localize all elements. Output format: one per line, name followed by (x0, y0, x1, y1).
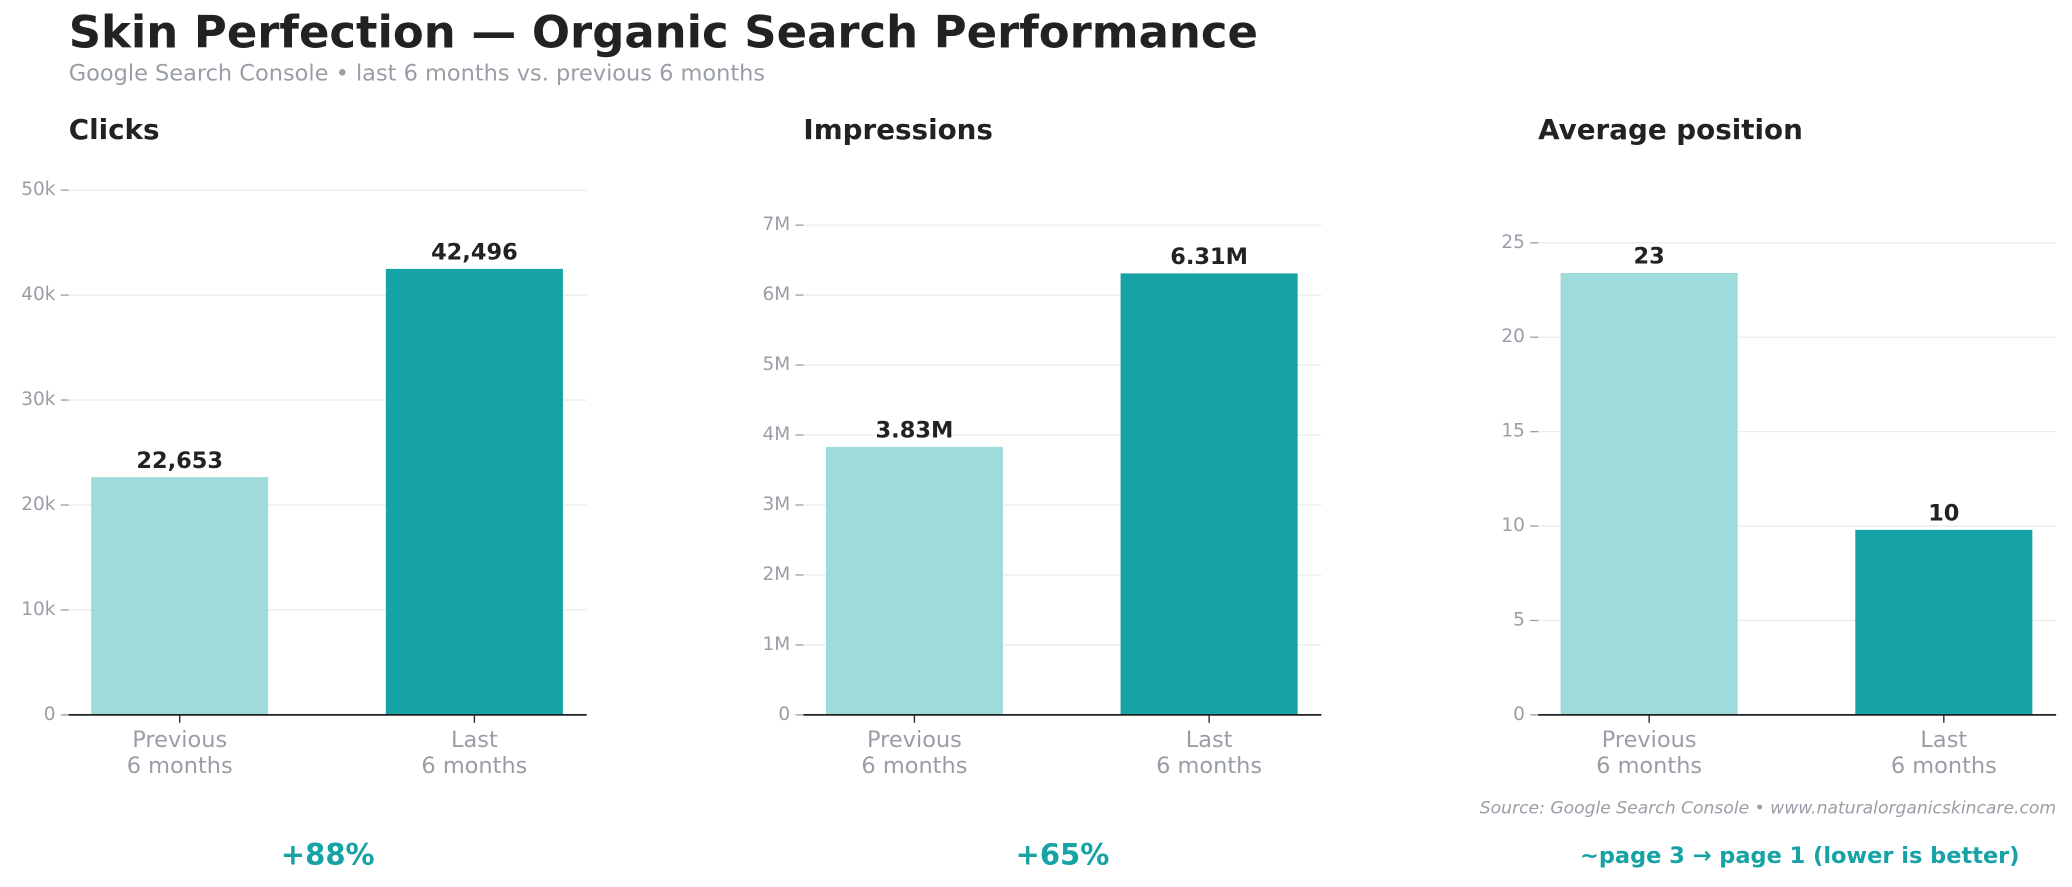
page-subtitle: Google Search Console • last 6 months vs… (69, 61, 765, 87)
y-tick-label: 3M (762, 494, 790, 515)
value-label: 10 (1928, 500, 1959, 526)
value-label: 23 (1634, 244, 1665, 270)
annotation: +65% (1015, 837, 1109, 871)
source-note: Source: Google Search Console • www.natu… (1480, 799, 2056, 819)
bar (825, 446, 1003, 715)
value-label: 42,496 (431, 240, 518, 266)
bar (1855, 529, 2033, 715)
y-tick-label: 20k (21, 494, 56, 515)
y-tick-label: 10k (21, 599, 56, 620)
y-tick-label: 25 (1501, 232, 1525, 253)
bar (385, 268, 563, 715)
y-tick-label: 6M (762, 284, 790, 305)
panel-title: Impressions (803, 113, 993, 146)
y-tick-label: 50k (21, 179, 56, 200)
y-tick-label: 0 (1513, 704, 1525, 725)
y-tick-label: 30k (21, 389, 56, 410)
x-tick-label: Previous 6 months (861, 727, 967, 779)
y-tick-label: 5 (1513, 609, 1525, 630)
value-label: 3.83M (876, 418, 954, 444)
value-label: 22,653 (136, 448, 223, 474)
y-tick-label: 2M (762, 564, 790, 585)
y-tick-label: 1M (762, 634, 790, 655)
y-tick-label: 20 (1501, 326, 1525, 347)
panel-title: Clicks (69, 113, 160, 146)
x-tick-label: Last 6 months (1156, 727, 1262, 779)
x-tick-label: Previous 6 months (127, 727, 233, 779)
bar (91, 477, 269, 715)
annotation: ~page 3 → page 1 (lower is better) (1580, 843, 2019, 869)
panel-title: Average position (1538, 113, 1803, 146)
y-tick-label: 5M (762, 354, 790, 375)
y-tick-label: 10 (1501, 515, 1525, 536)
layout: Skin Perfection — Organic Search Perform… (21, 6, 2057, 871)
y-tick-label: 40k (21, 284, 56, 305)
x-tick-label: Last 6 months (1891, 727, 1997, 779)
value-label: 6.31M (1170, 244, 1248, 270)
annotation: +88% (281, 837, 375, 871)
y-tick-label: 15 (1501, 421, 1525, 442)
x-tick-label: Last 6 months (421, 727, 527, 779)
y-tick-label: 0 (778, 704, 790, 725)
y-tick-label: 4M (762, 424, 790, 445)
y-tick-label: 7M (762, 214, 790, 235)
bar (1560, 273, 1738, 715)
x-tick-label: Previous 6 months (1596, 727, 1702, 779)
page-title: Skin Perfection — Organic Search Perform… (69, 6, 1258, 59)
y-tick-label: 0 (44, 704, 56, 725)
bar (1120, 273, 1298, 715)
